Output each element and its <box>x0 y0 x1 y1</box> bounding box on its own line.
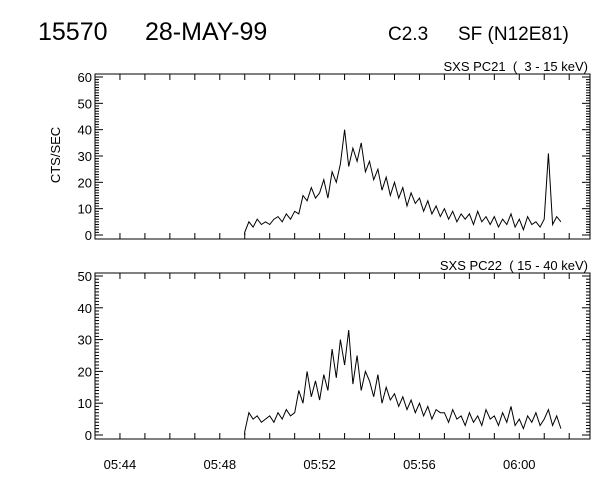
x-tick-label: 06:00 <box>503 457 536 472</box>
plot-frame <box>94 272 591 440</box>
y-tick-label: 50 <box>78 96 92 111</box>
y-tick-label: 50 <box>78 269 92 284</box>
y-tick-label: 10 <box>78 396 92 411</box>
series-line <box>244 330 562 435</box>
y-tick-label: 30 <box>78 333 92 348</box>
y-tick-label: 10 <box>78 202 92 217</box>
panel2-title: SXS PC22 ( 15 - 40 keV) <box>440 258 588 273</box>
flare-location: SF (N12E81) <box>458 24 569 45</box>
x-tick-label: 05:52 <box>303 457 336 472</box>
y-tick-label: 0 <box>85 428 92 443</box>
y-tick-label: 30 <box>78 149 92 164</box>
y-tick-label: 40 <box>78 123 92 138</box>
y-tick-label: 0 <box>85 228 92 243</box>
panel1-plot: 0 10 20 30 40 50 60 <box>78 70 591 243</box>
y-tick-label: 20 <box>78 175 92 190</box>
y-tick-label: 20 <box>78 364 92 379</box>
plot-frame <box>94 73 591 240</box>
panel1-title: SXS PC21 ( 3 - 15 keV) <box>443 59 588 74</box>
panel1-ylabel: CTS/SEC <box>48 127 63 183</box>
x-tick-label: 05:56 <box>403 457 436 472</box>
y-tick-label: 60 <box>78 70 92 85</box>
event-id: 15570 <box>38 18 108 46</box>
goes-class: C2.3 <box>388 24 428 45</box>
y-tick-label: 40 <box>78 301 92 316</box>
event-date: 28-MAY-99 <box>145 18 267 46</box>
x-tick-label: 05:44 <box>104 457 137 472</box>
x-tick-label: 05:48 <box>204 457 237 472</box>
panel2-plot: 0 10 20 30 40 50 05:44 05:48 05:52 05:56 06:00 <box>78 269 591 472</box>
series-line <box>244 129 562 235</box>
